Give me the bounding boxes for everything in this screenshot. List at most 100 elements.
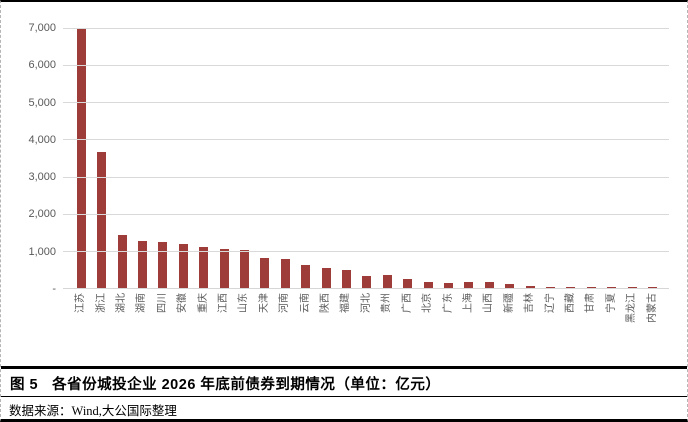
bar-cell bbox=[438, 28, 458, 288]
bar-cell bbox=[71, 27, 91, 288]
y-axis-tick-label: - bbox=[52, 283, 56, 295]
x-axis-label-cell: 湖南 bbox=[132, 293, 152, 363]
y-axis-tick-label: 6,000 bbox=[28, 59, 56, 72]
x-axis-tick-label: 山东 bbox=[238, 293, 250, 313]
chart-bar bbox=[382, 275, 392, 288]
x-axis-label-cell: 黑龙江 bbox=[622, 293, 642, 363]
bar-cell bbox=[336, 28, 356, 288]
plot-area bbox=[63, 27, 669, 289]
chart-bar bbox=[484, 282, 494, 288]
chart-bar bbox=[158, 242, 168, 288]
x-axis-tick-label: 甘肃 bbox=[585, 293, 597, 313]
chart-bar bbox=[586, 287, 596, 288]
y-axis-tick-label: 2,000 bbox=[28, 208, 56, 221]
chart-bar bbox=[199, 246, 209, 288]
x-axis-label-cell: 福建 bbox=[336, 293, 356, 363]
bar-cell bbox=[479, 28, 499, 288]
bar-cell bbox=[561, 28, 581, 288]
x-axis-label-cell: 新疆 bbox=[500, 293, 520, 363]
chart-bar bbox=[566, 286, 576, 288]
chart-bar bbox=[260, 257, 270, 288]
y-axis-tick-label: 3,000 bbox=[28, 171, 56, 184]
gridline bbox=[63, 176, 669, 178]
bar-cell bbox=[193, 28, 213, 288]
bar-cell bbox=[234, 28, 254, 288]
x-axis-label-cell: 江西 bbox=[214, 293, 234, 363]
x-axis-label-cell: 重庆 bbox=[193, 293, 213, 363]
gridline bbox=[63, 65, 669, 67]
x-axis-tick-label: 北京 bbox=[422, 293, 434, 313]
chart-bar bbox=[403, 278, 413, 288]
chart-bar bbox=[362, 275, 372, 288]
chart-bar bbox=[525, 285, 535, 288]
x-axis-tick-label: 新疆 bbox=[503, 293, 515, 313]
bar-cell bbox=[520, 28, 540, 288]
x-axis-label-cell: 吉林 bbox=[520, 293, 540, 363]
chart-bar bbox=[117, 235, 127, 288]
x-axis-tick-label: 黑龙江 bbox=[626, 293, 638, 323]
source-suffix: 大公国际整理 bbox=[101, 404, 177, 418]
caption-section: 图 5 各省份城投企业 2026 年底前债券到期情况（单位：亿元） 数据来源：Wi… bbox=[1, 366, 687, 419]
bar-cell bbox=[132, 28, 152, 288]
x-axis-label-cell: 广西 bbox=[398, 293, 418, 363]
bar-cell bbox=[173, 28, 193, 288]
x-axis-label-cell: 陕西 bbox=[316, 293, 336, 363]
x-axis-label-cell: 广东 bbox=[438, 293, 458, 363]
x-axis-tick-label: 云南 bbox=[299, 293, 311, 313]
source-latin: Wind, bbox=[71, 404, 102, 418]
chart-bar bbox=[627, 287, 637, 288]
x-axis-label-cell: 北京 bbox=[418, 293, 438, 363]
x-axis-label-cell: 辽宁 bbox=[540, 293, 560, 363]
bar-cell bbox=[295, 28, 315, 288]
gridline bbox=[63, 28, 669, 29]
x-axis-tick-label: 湖北 bbox=[116, 293, 128, 313]
chart-bar bbox=[341, 270, 351, 288]
x-axis-label-cell: 安徽 bbox=[173, 293, 193, 363]
chart-bar bbox=[464, 281, 474, 288]
x-axis-label-cell: 湖北 bbox=[112, 293, 132, 363]
x-axis-tick-label: 贵州 bbox=[381, 293, 393, 313]
bar-cell bbox=[540, 28, 560, 288]
x-axis-label-cell: 天津 bbox=[255, 293, 275, 363]
x-axis-tick-label: 广西 bbox=[401, 293, 413, 313]
data-source: 数据来源：Wind,大公国际整理 bbox=[1, 397, 687, 419]
x-axis-label-cell: 上海 bbox=[459, 293, 479, 363]
chart-bar bbox=[280, 258, 290, 288]
gridline bbox=[63, 250, 669, 252]
bar-cell bbox=[418, 28, 438, 288]
x-axis-tick-label: 四川 bbox=[156, 293, 168, 313]
bar-cell bbox=[459, 28, 479, 288]
x-axis-label-cell: 贵州 bbox=[377, 293, 397, 363]
y-axis-tick-label: 5,000 bbox=[28, 96, 56, 109]
bar-cell bbox=[255, 28, 275, 288]
x-axis-tick-label: 山西 bbox=[483, 293, 495, 313]
x-axis-label-cell: 甘肃 bbox=[581, 293, 601, 363]
x-axis-label-cell: 河北 bbox=[357, 293, 377, 363]
bar-cell bbox=[357, 28, 377, 288]
bar-cell bbox=[602, 28, 622, 288]
chart-bar bbox=[301, 264, 311, 288]
chart-bar bbox=[97, 151, 107, 288]
source-prefix: 数据来源： bbox=[9, 404, 72, 418]
chart-bar bbox=[505, 283, 515, 288]
x-axis-tick-label: 河南 bbox=[279, 293, 291, 313]
x-axis-label-cell: 河南 bbox=[275, 293, 295, 363]
x-axis-tick-label: 辽宁 bbox=[544, 293, 556, 313]
x-axis-labels: 江苏 浙江 湖北 湖南 四川 安徽 重庆 江西 山东 天津 河南 云南 陕西 福建 河北 贵州 广西 北京 广东 上海… bbox=[63, 293, 669, 363]
bar-cell bbox=[500, 28, 520, 288]
x-axis-tick-label: 江西 bbox=[218, 293, 230, 313]
bar-cell bbox=[91, 28, 111, 288]
chart-bar bbox=[423, 282, 433, 288]
x-axis-tick-label: 西藏 bbox=[564, 293, 576, 313]
x-axis-tick-label: 宁夏 bbox=[605, 293, 617, 313]
chart-bar bbox=[546, 286, 556, 288]
chart-bar bbox=[321, 267, 331, 288]
chart-bar bbox=[76, 27, 86, 288]
x-axis-label-cell: 西藏 bbox=[561, 293, 581, 363]
bar-cell bbox=[377, 28, 397, 288]
x-axis-label-cell: 四川 bbox=[153, 293, 173, 363]
x-axis-tick-label: 福建 bbox=[340, 293, 352, 313]
x-axis-label-cell: 内蒙古 bbox=[642, 293, 662, 363]
